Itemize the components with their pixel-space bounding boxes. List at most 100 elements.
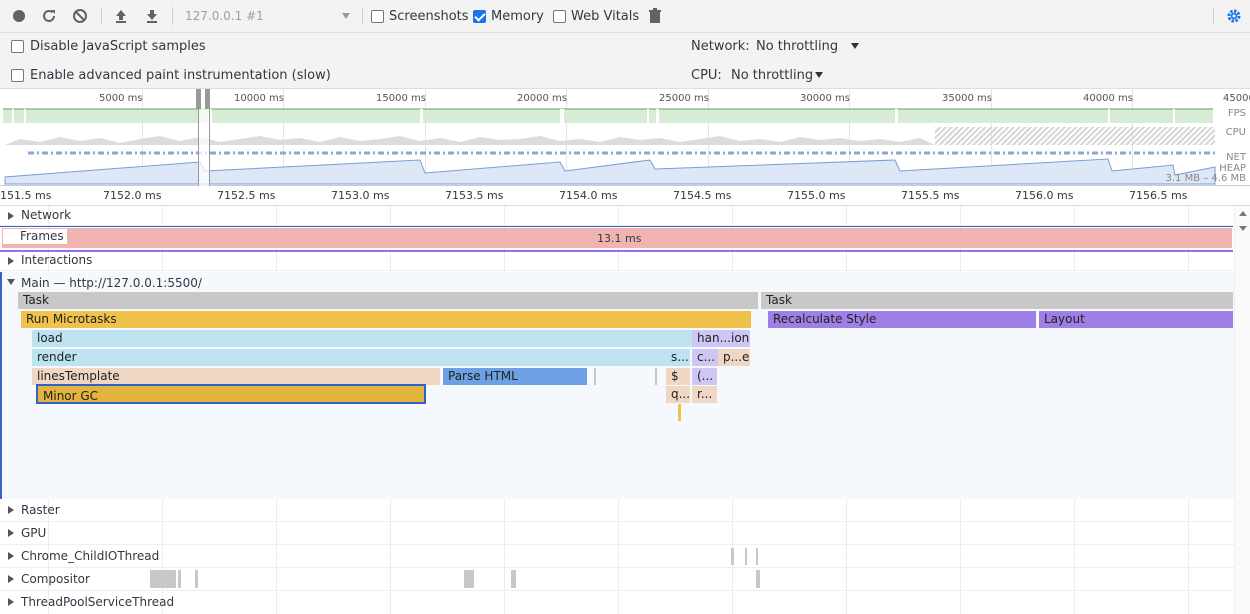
advanced-paint-checkbox[interactable] — [11, 69, 24, 82]
expand-arrow-icon[interactable] — [8, 257, 14, 265]
fps-lane-label: FPS — [1227, 108, 1246, 119]
selection-left-handle[interactable] — [196, 89, 201, 109]
flame-run-microtasks[interactable]: Run Microtasks — [21, 311, 751, 328]
compositor-event[interactable] — [511, 570, 516, 588]
track-interactions[interactable]: Interactions — [0, 252, 1250, 271]
download-icon[interactable] — [144, 8, 160, 24]
flame-task[interactable]: Task — [18, 292, 758, 309]
flame-r-short[interactable]: r... — [692, 386, 717, 403]
scroll-up-icon[interactable] — [1239, 211, 1247, 216]
reload-icon[interactable] — [41, 8, 57, 24]
cpu-throttle-select[interactable]: No throttling — [727, 65, 839, 85]
track-threadpool[interactable]: ThreadPoolServiceThread — [0, 591, 1250, 614]
cpu-throttle-label: CPU: — [691, 68, 722, 83]
vertical-scrollbar[interactable] — [1234, 206, 1250, 614]
webvitals-checkbox[interactable] — [553, 10, 566, 23]
flame-sliver[interactable] — [655, 368, 657, 385]
overview-gridline — [566, 89, 567, 186]
overview-tick: 25000 ms — [659, 93, 709, 104]
flame-sliver[interactable] — [594, 368, 596, 385]
clear-icon[interactable] — [72, 8, 88, 24]
flame-dollar[interactable]: $ — [666, 368, 690, 385]
chevron-down-icon — [815, 72, 823, 78]
track-compositor[interactable]: Compositor — [0, 568, 1250, 591]
expand-arrow-icon[interactable] — [8, 212, 14, 220]
compositor-event[interactable] — [178, 570, 181, 588]
track-interactions-label: Interactions — [21, 253, 93, 267]
timeline-overview[interactable]: 5000 ms 10000 ms 15000 ms 20000 ms 25000… — [0, 89, 1250, 186]
flame-task[interactable]: Task — [761, 292, 1233, 309]
io-event[interactable] — [745, 548, 747, 565]
overview-selection-window[interactable] — [198, 89, 210, 186]
collapse-arrow-icon[interactable] — [7, 279, 15, 285]
flame-load[interactable]: load — [32, 330, 692, 347]
ruler-tick: 7152.5 ms — [217, 189, 276, 202]
overview-tick: 20000 ms — [517, 93, 567, 104]
fps-lane — [3, 108, 1213, 123]
expand-arrow-icon[interactable] — [8, 552, 14, 560]
upload-icon[interactable] — [113, 8, 129, 24]
flame-micro-sliver[interactable] — [678, 404, 681, 421]
target-select[interactable]: 127.0.0.1 #1 — [179, 6, 357, 26]
flame-q-short[interactable]: q... — [666, 386, 690, 403]
compositor-event[interactable] — [756, 570, 760, 588]
io-event[interactable] — [756, 548, 758, 565]
toolbar-divider — [172, 7, 173, 25]
track-frames[interactable]: 13.1 ms Frames — [0, 226, 1233, 252]
track-raster[interactable]: Raster — [0, 499, 1250, 522]
overview-gridline — [425, 89, 426, 186]
net-lane — [28, 151, 1215, 155]
track-gpu[interactable]: GPU — [0, 522, 1250, 545]
expand-arrow-icon[interactable] — [8, 529, 14, 537]
frame-bar[interactable] — [2, 228, 1232, 248]
flame-c-short[interactable]: c... — [692, 349, 718, 366]
expand-arrow-icon[interactable] — [8, 575, 14, 583]
compositor-event[interactable] — [195, 570, 198, 588]
memory-checkbox[interactable] — [473, 10, 486, 23]
expand-arrow-icon[interactable] — [8, 506, 14, 514]
screenshots-label: Screenshots — [389, 9, 469, 24]
flame-pe-short[interactable]: p...e — [718, 349, 750, 366]
trash-icon[interactable] — [647, 8, 663, 24]
ruler-tick: 7155.0 ms — [787, 189, 846, 202]
selection-right-handle[interactable] — [205, 89, 210, 109]
ruler-tick: 7156.5 ms — [1129, 189, 1188, 202]
overview-tick: 40000 ms — [1083, 93, 1133, 104]
scroll-down-icon[interactable] — [1239, 226, 1247, 231]
screenshots-checkbox[interactable] — [371, 10, 384, 23]
time-ruler: 151.5 ms 7152.0 ms 7152.5 ms 7153.0 ms 7… — [0, 186, 1250, 206]
flame-lines-template[interactable]: linesTemplate — [32, 368, 440, 385]
flame-layout[interactable]: Layout — [1039, 311, 1233, 328]
track-raster-label: Raster — [21, 503, 60, 517]
record-icon[interactable] — [11, 8, 27, 24]
expand-arrow-icon[interactable] — [8, 598, 14, 606]
compositor-event[interactable] — [464, 570, 474, 588]
io-event[interactable] — [731, 548, 734, 565]
track-network[interactable]: Network — [0, 206, 1250, 226]
toolbar-divider — [1213, 7, 1214, 25]
overview-tick: 5000 ms — [99, 93, 143, 104]
overview-gridline — [708, 89, 709, 186]
chevron-down-icon — [342, 13, 350, 19]
overview-gridline — [849, 89, 850, 186]
track-child-io-thread[interactable]: Chrome_ChildIOThread — [0, 545, 1250, 568]
track-compositor-label: Compositor — [21, 572, 90, 586]
flame-parse-html[interactable]: Parse HTML — [443, 368, 587, 385]
memory-label: Memory — [491, 9, 544, 24]
track-frames-label: Frames — [3, 229, 67, 244]
overview-tick: 45000 — [1223, 93, 1250, 104]
heap-lane-label: HEAP — [1219, 163, 1246, 174]
network-throttle-select[interactable]: No throttling — [752, 36, 864, 56]
flame-paren[interactable]: (... — [692, 368, 717, 385]
flame-s-short[interactable]: s... — [666, 349, 690, 366]
compositor-event[interactable] — [150, 570, 176, 588]
flame-minor-gc-selected[interactable]: Minor GC — [36, 384, 426, 404]
gear-icon[interactable] — [1226, 8, 1242, 24]
flame-recalculate-style[interactable]: Recalculate Style — [768, 311, 1036, 328]
flame-handle[interactable]: han...ion — [692, 330, 750, 347]
track-network-label: Network — [21, 208, 72, 222]
overview-tick: 15000 ms — [376, 93, 426, 104]
ruler-tick: 7154.0 ms — [559, 189, 618, 202]
flame-render[interactable]: render — [32, 349, 666, 366]
disable-js-samples-checkbox[interactable] — [11, 40, 24, 53]
